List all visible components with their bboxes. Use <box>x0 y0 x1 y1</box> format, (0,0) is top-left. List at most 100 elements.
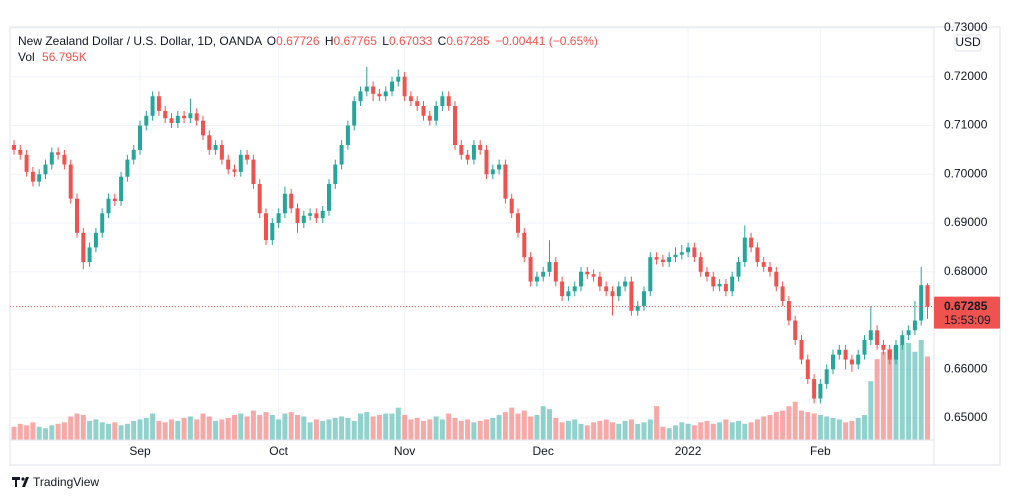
volume-bar <box>811 413 817 440</box>
volume-bar <box>849 420 855 440</box>
volume-bar <box>610 422 615 440</box>
volume-bar <box>710 423 716 440</box>
brand-logo <box>12 477 29 487</box>
candle-body <box>427 115 432 121</box>
volume-bar <box>219 419 225 440</box>
volume-bar <box>238 413 244 440</box>
candle-body <box>87 247 92 263</box>
candle-body <box>648 257 653 292</box>
volume-bar <box>654 406 660 440</box>
volume-bar <box>282 413 288 440</box>
open-label: O <box>267 34 276 48</box>
y-tick-label: 0.73000 <box>944 20 988 34</box>
volume-bar <box>918 340 924 440</box>
volume-bar <box>458 420 464 440</box>
volume-bar <box>893 345 899 440</box>
volume-bar <box>925 356 930 440</box>
legend: New Zealand Dollar / U.S. Dollar, 1D, OA… <box>18 34 598 48</box>
volume-bar <box>521 410 527 440</box>
candle-body <box>100 213 105 233</box>
candle-body <box>837 349 842 355</box>
candle-body <box>150 96 155 116</box>
volume-bar <box>118 425 124 440</box>
volume-bar <box>685 423 691 440</box>
candle-body <box>642 291 646 306</box>
candle-body <box>175 115 180 124</box>
candle-body <box>875 330 880 345</box>
volume-bar <box>263 412 269 440</box>
volume-bar <box>509 407 515 440</box>
candle-body <box>818 383 823 399</box>
volume-bar <box>112 422 118 440</box>
volume-bar <box>124 423 130 440</box>
candle-body <box>484 149 489 175</box>
volume-bar <box>767 415 773 440</box>
volume-bar <box>24 425 30 440</box>
volume-bar <box>490 417 496 440</box>
volume-bar <box>93 419 99 440</box>
candle-body <box>660 259 665 263</box>
candle-body <box>849 359 854 365</box>
volume-bar <box>578 423 584 440</box>
currency[interactable]: USD <box>955 35 981 49</box>
x-tick-label: Sep <box>129 444 151 458</box>
volume-bar <box>61 422 67 440</box>
volume-bar <box>748 422 754 440</box>
candle-body <box>352 101 357 126</box>
candle-body <box>793 320 798 341</box>
volume-bar <box>666 428 672 440</box>
candle-body <box>138 125 142 150</box>
candle-body <box>37 174 42 182</box>
volume-bar <box>628 419 634 440</box>
volume-bar <box>269 415 275 440</box>
x-tick-label: Dec <box>533 444 554 458</box>
candle-body <box>245 154 250 160</box>
countdown: 15:53:09 <box>944 313 991 327</box>
volume-bar <box>332 417 338 440</box>
volume-bar <box>213 420 219 440</box>
volume-bar <box>817 415 823 440</box>
volume-bar <box>175 420 181 440</box>
candle-body <box>667 257 672 263</box>
candle-body <box>68 164 73 199</box>
candle-body <box>528 257 533 282</box>
last-price-tag <box>934 296 1000 329</box>
volume-bar <box>773 412 779 440</box>
high-value: 0.67765 <box>334 34 378 48</box>
volume-bar <box>250 410 256 440</box>
volume-bar <box>717 422 723 440</box>
candle-body <box>289 193 294 209</box>
candle-body <box>264 213 268 241</box>
volume-bar <box>754 419 760 440</box>
volume-bar <box>326 419 332 440</box>
candle-body <box>453 106 457 146</box>
candle-body <box>478 145 483 150</box>
volume-bar <box>351 420 357 440</box>
volume-bar <box>855 417 861 440</box>
candle-body <box>490 169 495 175</box>
volume-bar <box>225 417 231 440</box>
currency-box[interactable] <box>954 34 982 52</box>
candle-body <box>881 344 886 350</box>
candle-body <box>93 232 98 248</box>
candle-body <box>572 286 577 292</box>
volume-bar <box>547 409 552 440</box>
candle-body <box>868 330 873 341</box>
candle-body <box>440 96 445 107</box>
candle-body <box>579 271 583 287</box>
candle-body <box>843 349 848 360</box>
y-tick-label: 0.71000 <box>944 118 988 132</box>
candle-body <box>503 164 508 199</box>
candle-body <box>207 135 212 150</box>
volume-bar <box>36 426 42 440</box>
volume-bar <box>887 348 893 440</box>
volume-bar <box>80 415 86 440</box>
volume-bar <box>484 419 489 440</box>
volume-bar <box>691 425 697 440</box>
candle-body <box>906 330 911 336</box>
volume-bar <box>143 417 149 440</box>
volume-bar <box>559 422 565 440</box>
volume-bar <box>452 417 458 440</box>
candle-body <box>62 154 67 165</box>
